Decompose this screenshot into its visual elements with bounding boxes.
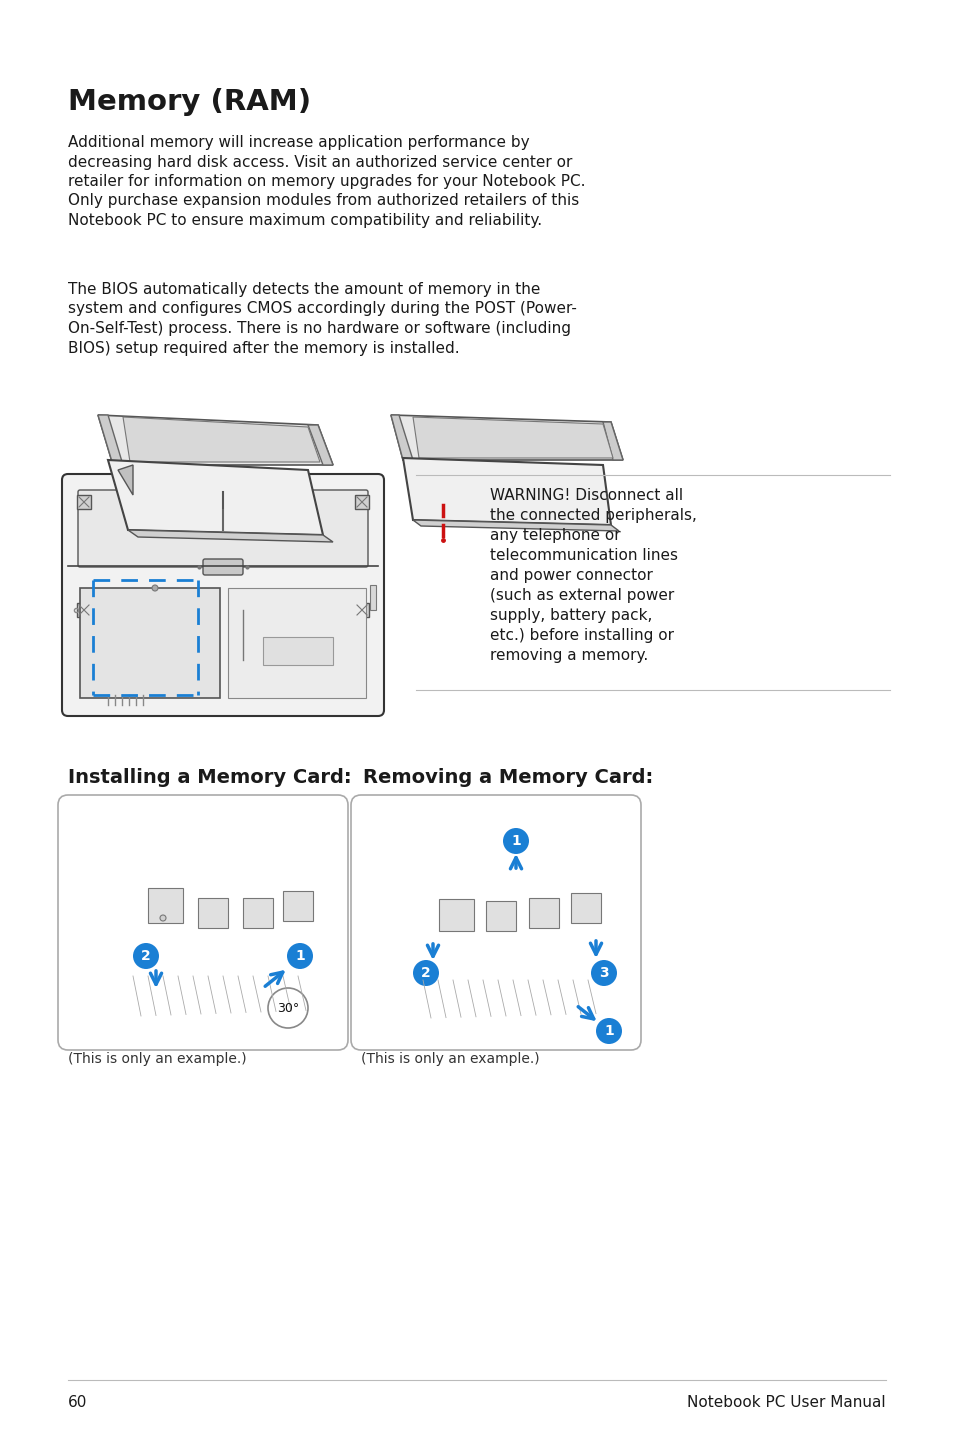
Text: (such as external power: (such as external power <box>490 588 674 603</box>
Circle shape <box>160 915 166 920</box>
Text: Installing a Memory Card:: Installing a Memory Card: <box>68 768 352 787</box>
Text: supply, battery pack,: supply, battery pack, <box>490 608 652 623</box>
Text: The BIOS automatically detects the amount of memory in the: The BIOS automatically detects the amoun… <box>68 282 539 298</box>
FancyBboxPatch shape <box>62 475 384 716</box>
Circle shape <box>287 943 313 969</box>
Bar <box>485 902 516 930</box>
Text: removing a memory.: removing a memory. <box>490 649 648 663</box>
Polygon shape <box>420 883 464 938</box>
Text: 2: 2 <box>141 949 151 963</box>
Bar <box>438 899 474 930</box>
Bar <box>370 585 375 610</box>
Text: telecommunication lines: telecommunication lines <box>490 548 678 564</box>
Bar <box>148 889 183 923</box>
Polygon shape <box>402 457 610 525</box>
Text: Memory (RAM): Memory (RAM) <box>68 88 311 116</box>
Text: BIOS) setup required after the memory is installed.: BIOS) setup required after the memory is… <box>68 341 459 355</box>
Text: Additional memory will increase application performance by: Additional memory will increase applicat… <box>68 135 529 150</box>
Text: 1: 1 <box>603 1024 613 1038</box>
Circle shape <box>152 585 158 591</box>
Text: etc.) before installing or: etc.) before installing or <box>490 628 673 643</box>
Polygon shape <box>602 421 622 460</box>
FancyBboxPatch shape <box>351 795 640 1050</box>
Text: (This is only an example.): (This is only an example.) <box>360 1053 539 1066</box>
Bar <box>355 603 369 617</box>
Circle shape <box>268 988 308 1028</box>
Text: (This is only an example.): (This is only an example.) <box>68 1053 247 1066</box>
Text: 1: 1 <box>511 834 520 848</box>
Bar <box>529 897 558 928</box>
Polygon shape <box>413 521 618 531</box>
Bar <box>355 495 369 509</box>
Polygon shape <box>98 416 333 464</box>
Bar <box>77 603 91 617</box>
Polygon shape <box>123 417 319 462</box>
Circle shape <box>413 961 438 986</box>
Bar <box>228 588 366 697</box>
Polygon shape <box>118 464 132 495</box>
Text: 2: 2 <box>420 966 431 981</box>
Text: On-Self-Test) process. There is no hardware or software (including: On-Self-Test) process. There is no hardw… <box>68 321 571 336</box>
Polygon shape <box>108 460 323 535</box>
Bar <box>283 892 313 920</box>
Text: system and configures CMOS accordingly during the POST (Power-: system and configures CMOS accordingly d… <box>68 302 577 316</box>
Bar <box>243 897 273 928</box>
Polygon shape <box>308 426 333 464</box>
Circle shape <box>596 1018 621 1044</box>
Polygon shape <box>98 416 123 464</box>
Text: and power connector: and power connector <box>490 568 652 582</box>
Text: 1: 1 <box>294 949 305 963</box>
Bar <box>263 637 333 664</box>
Polygon shape <box>413 417 613 457</box>
Text: 60: 60 <box>68 1395 88 1411</box>
Text: Notebook PC User Manual: Notebook PC User Manual <box>687 1395 885 1411</box>
Circle shape <box>590 961 617 986</box>
Text: 30°: 30° <box>276 1001 299 1014</box>
Text: 3: 3 <box>598 966 608 981</box>
Text: any telephone or: any telephone or <box>490 528 620 544</box>
Circle shape <box>502 828 529 854</box>
Text: Only purchase expansion modules from authorized retailers of this: Only purchase expansion modules from aut… <box>68 194 578 209</box>
FancyBboxPatch shape <box>58 795 348 1050</box>
Bar <box>198 897 228 928</box>
Circle shape <box>440 521 444 523</box>
Text: WARNING! Disconnect all: WARNING! Disconnect all <box>490 487 682 503</box>
Text: the connected peripherals,: the connected peripherals, <box>490 508 696 523</box>
Bar <box>80 588 220 697</box>
Polygon shape <box>128 531 333 542</box>
Bar <box>77 495 91 509</box>
Text: retailer for information on memory upgrades for your Notebook PC.: retailer for information on memory upgra… <box>68 174 585 188</box>
Text: decreasing hard disk access. Visit an authorized service center or: decreasing hard disk access. Visit an au… <box>68 154 572 170</box>
Text: Notebook PC to ensure maximum compatibility and reliability.: Notebook PC to ensure maximum compatibil… <box>68 213 541 229</box>
FancyBboxPatch shape <box>203 559 243 575</box>
Text: Removing a Memory Card:: Removing a Memory Card: <box>363 768 653 787</box>
Polygon shape <box>420 886 464 936</box>
Circle shape <box>433 896 453 916</box>
Polygon shape <box>391 416 622 460</box>
Circle shape <box>132 943 159 969</box>
Bar <box>571 893 600 923</box>
Polygon shape <box>391 416 413 460</box>
FancyBboxPatch shape <box>78 490 368 567</box>
